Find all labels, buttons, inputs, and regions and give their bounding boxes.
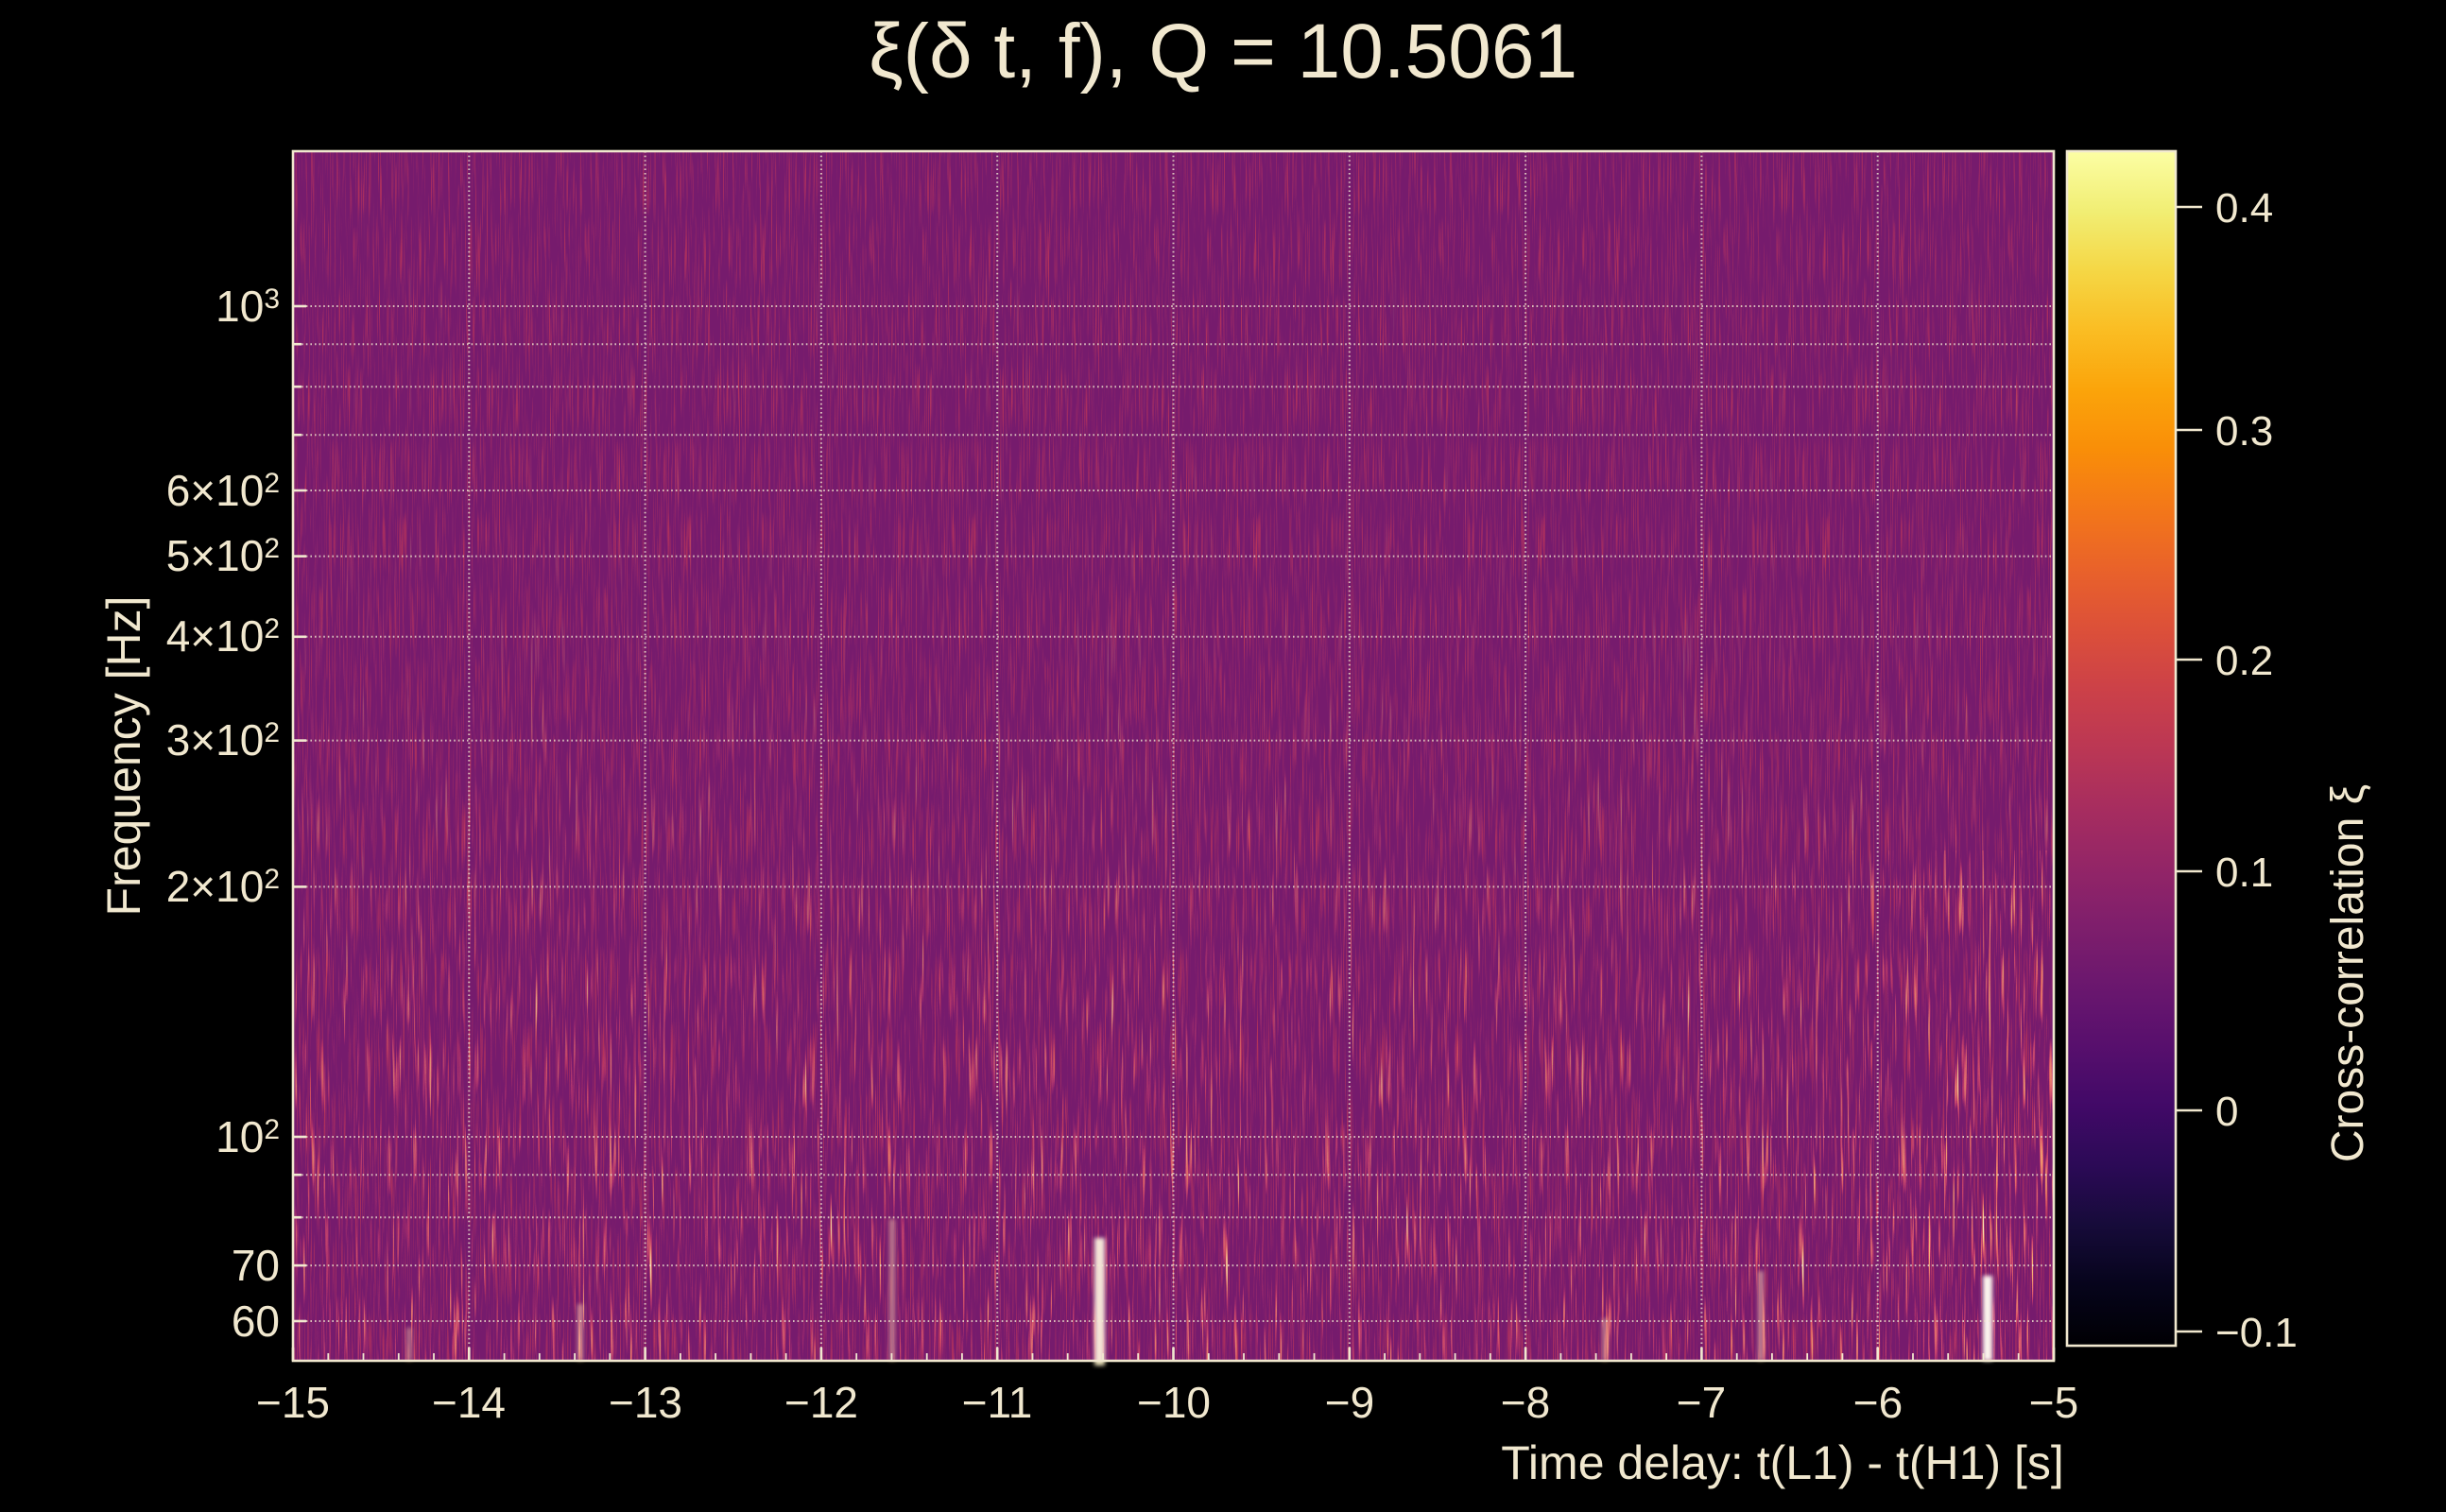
svg-text:−10: −10 — [1137, 1378, 1211, 1427]
svg-text:Frequency [Hz]: Frequency [Hz] — [97, 595, 150, 916]
svg-text:−11: −11 — [962, 1378, 1033, 1427]
svg-text:0: 0 — [2215, 1089, 2238, 1135]
svg-text:60: 60 — [232, 1297, 280, 1346]
svg-text:6×102: 6×102 — [166, 466, 280, 515]
svg-text:−7: −7 — [1677, 1378, 1726, 1427]
svg-text:−13: −13 — [609, 1378, 682, 1427]
svg-text:0.3: 0.3 — [2215, 408, 2273, 455]
svg-text:−9: −9 — [1325, 1378, 1374, 1427]
svg-text:−5: −5 — [2029, 1378, 2078, 1427]
svg-text:2×102: 2×102 — [166, 862, 280, 911]
svg-text:−15: −15 — [256, 1378, 330, 1427]
svg-text:5×102: 5×102 — [166, 531, 280, 580]
svg-text:4×102: 4×102 — [166, 611, 280, 661]
svg-text:−0.1: −0.1 — [2215, 1310, 2298, 1356]
svg-text:−8: −8 — [1501, 1378, 1550, 1427]
svg-text:−14: −14 — [432, 1378, 506, 1427]
svg-text:0.2: 0.2 — [2215, 638, 2273, 684]
svg-text:−6: −6 — [1853, 1378, 1903, 1427]
svg-text:−12: −12 — [784, 1378, 858, 1427]
svg-text:70: 70 — [232, 1241, 280, 1290]
svg-text:3×102: 3×102 — [166, 715, 280, 765]
svg-text:0.1: 0.1 — [2215, 850, 2273, 896]
svg-text:102: 102 — [215, 1112, 280, 1161]
svg-text:103: 103 — [215, 282, 280, 331]
svg-text:Time delay: t(L1) - t(H1) [s]: Time delay: t(L1) - t(H1) [s] — [1501, 1436, 2063, 1489]
svg-text:Cross-correlation ξ: Cross-correlation ξ — [2323, 784, 2373, 1162]
svg-text:0.4: 0.4 — [2215, 185, 2273, 232]
